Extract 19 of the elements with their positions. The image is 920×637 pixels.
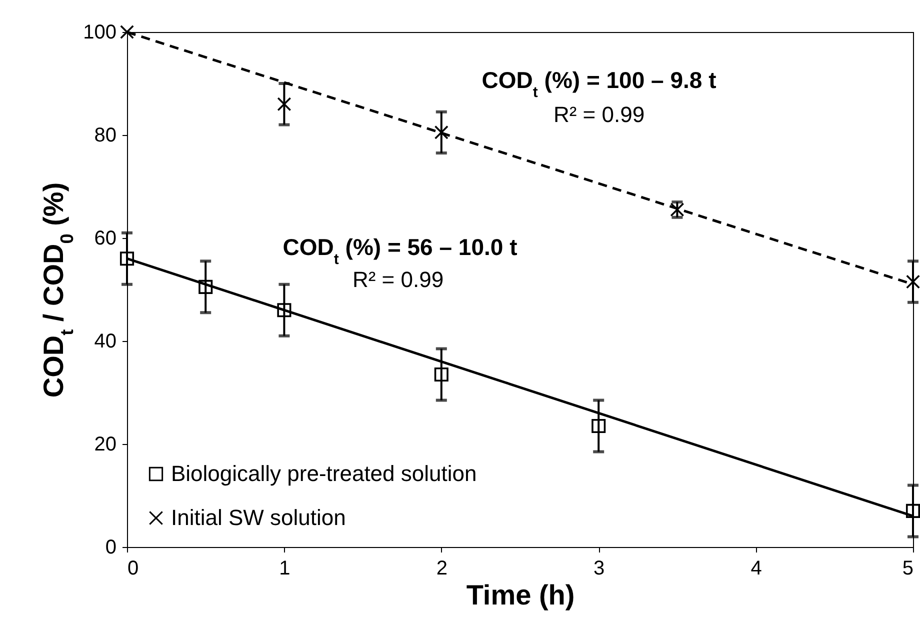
- y-tick-label: 20: [94, 434, 116, 456]
- y-tick-label: 0: [105, 536, 116, 558]
- x-tick-label: 3: [594, 558, 605, 580]
- y-tick-label: 40: [94, 330, 116, 352]
- x-tick-label: 4: [750, 558, 762, 580]
- legend-label: Initial SW solution: [171, 505, 346, 530]
- y-tick-label: 100: [83, 22, 116, 44]
- annotation: COD$_{t}$ (%) = 100 – 9.8 t: [482, 67, 717, 100]
- x-tick-label: 1: [279, 558, 290, 580]
- x-tick-label: 0: [128, 558, 139, 580]
- x-tick-label: 5: [902, 558, 914, 580]
- y-tick-label: 80: [94, 124, 116, 146]
- annotation: COD$_{t}$ (%) = 56 – 10.0 t: [282, 234, 518, 268]
- x-axis-title: Time (h): [466, 580, 575, 610]
- annotation: R² = 0.99: [553, 102, 645, 127]
- annotation: R² = 0.99: [352, 267, 444, 292]
- x-tick-label: 2: [436, 558, 448, 580]
- y-tick-label: 60: [94, 228, 116, 250]
- legend-label: Biologically pre-treated solution: [171, 461, 477, 486]
